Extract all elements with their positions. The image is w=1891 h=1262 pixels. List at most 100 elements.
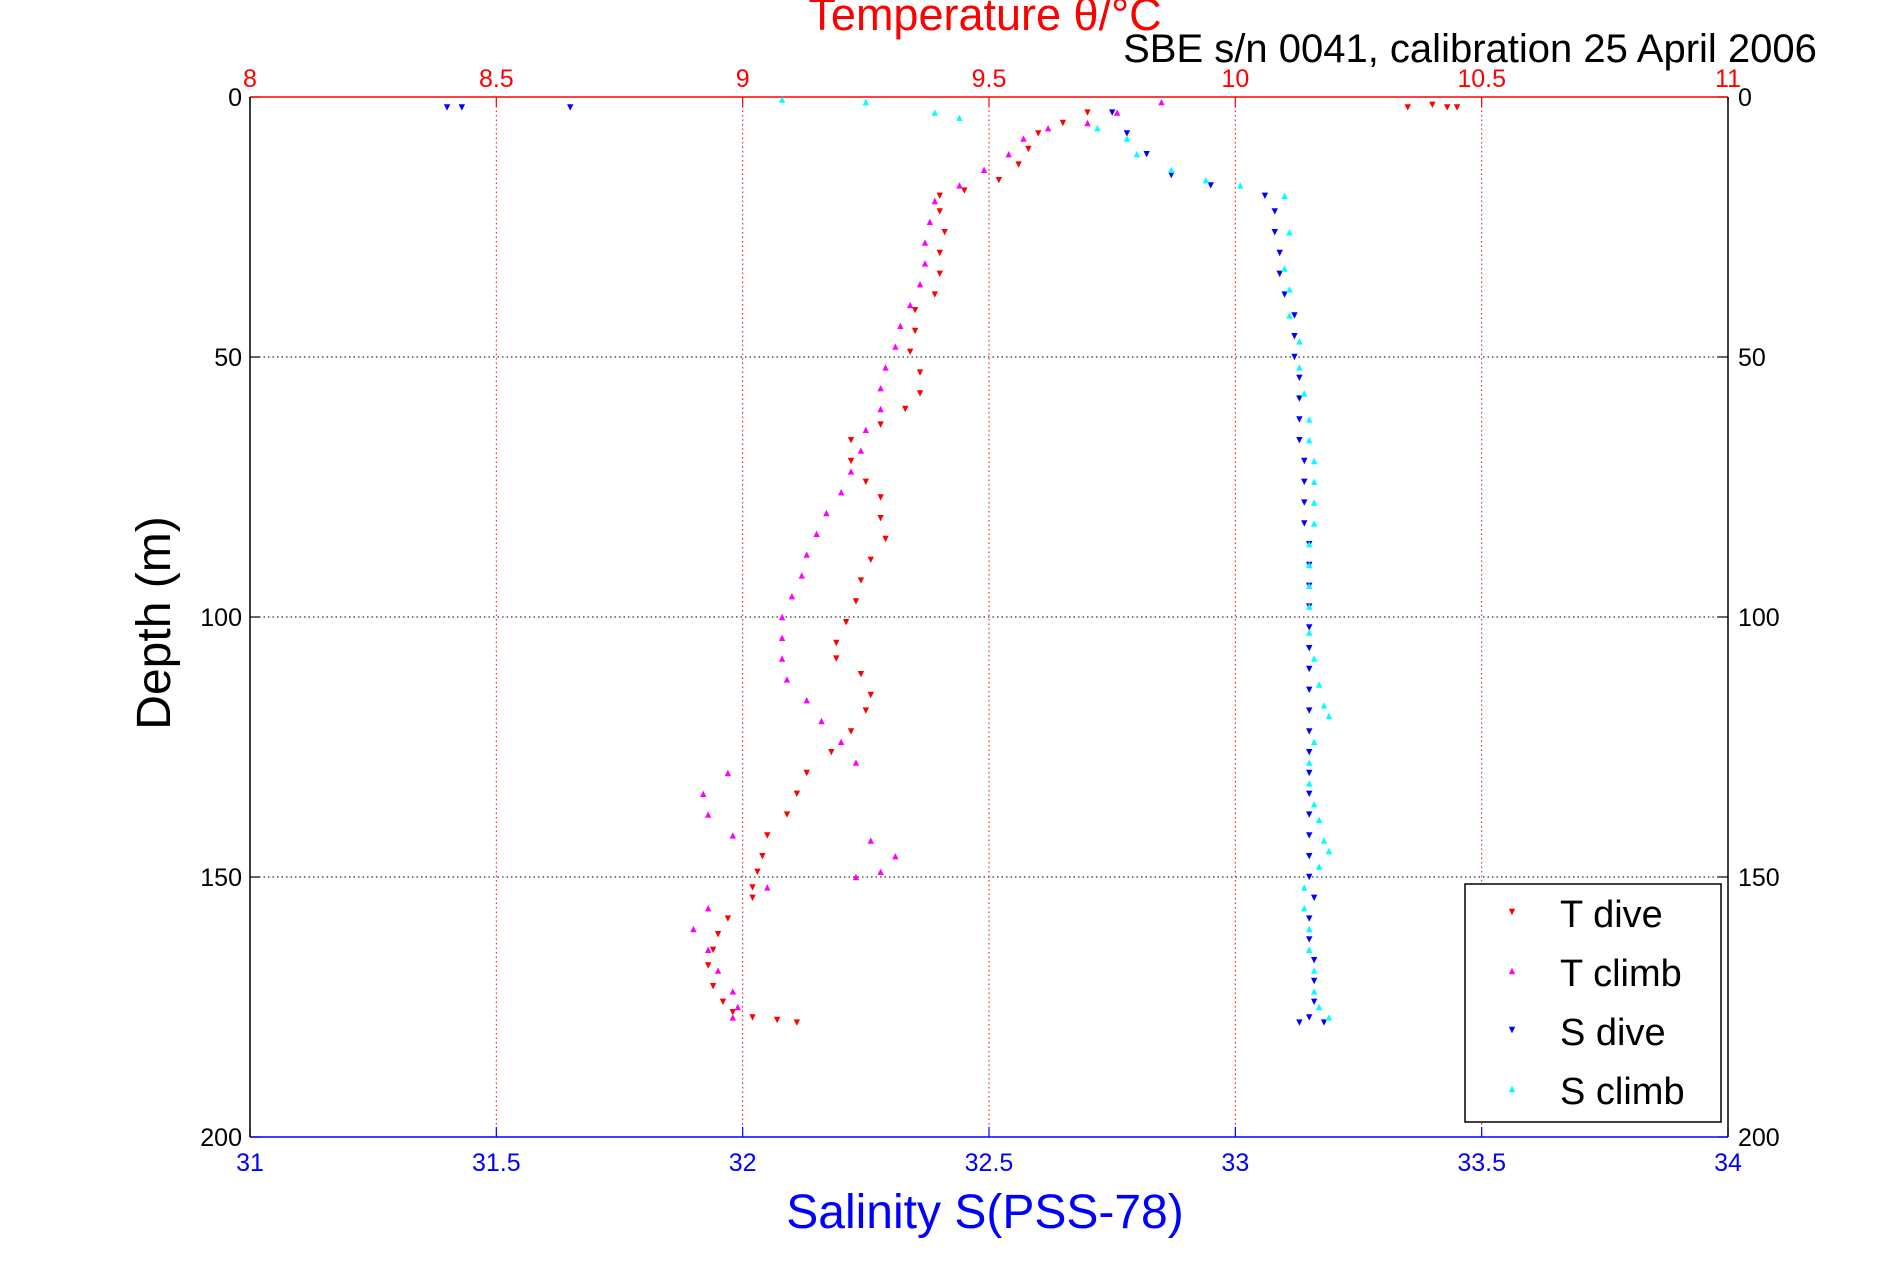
data-point — [911, 307, 919, 314]
data-point — [892, 853, 899, 860]
data-point — [1306, 936, 1313, 943]
data-point — [852, 759, 860, 766]
data-point — [729, 1014, 737, 1021]
data-point — [724, 769, 732, 777]
data-point — [764, 832, 771, 839]
data-point — [882, 364, 889, 371]
data-point — [916, 369, 924, 376]
data-point — [1310, 998, 1318, 1005]
data-point — [1296, 416, 1303, 423]
depth-tick-label-left: 200 — [200, 1124, 242, 1152]
data-point — [1301, 457, 1308, 465]
series-s-dive — [443, 104, 1328, 1026]
data-point — [1237, 182, 1244, 189]
data-point — [818, 717, 825, 725]
data-point — [709, 983, 717, 990]
data-point — [1325, 712, 1333, 719]
data-point — [931, 291, 939, 298]
data-point — [857, 447, 865, 454]
data-point — [911, 327, 919, 335]
data-point — [1123, 130, 1131, 137]
x-axis-label: Salinity S(PSS-78) — [786, 1186, 1183, 1239]
data-point — [458, 104, 466, 111]
legend-label: S dive — [1560, 1012, 1666, 1054]
data-point — [1315, 1003, 1323, 1011]
data-point — [867, 556, 874, 563]
data-point — [1453, 104, 1461, 111]
data-point — [1133, 151, 1140, 158]
data-point — [1310, 957, 1318, 964]
data-point — [862, 707, 870, 714]
data-point — [1310, 988, 1318, 995]
data-point — [941, 229, 948, 236]
data-point — [1301, 499, 1308, 506]
salinity-tick-label: 33.5 — [1457, 1149, 1506, 1177]
data-point — [783, 811, 791, 818]
data-point — [1276, 249, 1283, 257]
data-point — [995, 177, 1003, 184]
data-point — [1306, 603, 1313, 610]
data-point — [729, 1009, 737, 1016]
data-point — [857, 577, 865, 584]
legend-marker — [1508, 908, 1516, 916]
data-point — [931, 197, 939, 205]
data-point — [1301, 390, 1308, 397]
data-point — [847, 728, 855, 735]
data-point — [1113, 109, 1121, 116]
data-point — [1158, 99, 1165, 106]
data-point — [1281, 192, 1288, 199]
data-point — [1301, 478, 1308, 485]
depth-tick-label-right: 200 — [1738, 1124, 1780, 1152]
data-point — [862, 426, 870, 433]
data-point — [1320, 702, 1328, 709]
data-point — [1271, 208, 1278, 215]
data-point — [897, 322, 904, 329]
data-point — [1276, 270, 1283, 277]
data-point — [704, 962, 712, 969]
salinity-tick-label: 33 — [1221, 1149, 1249, 1177]
data-point — [704, 811, 712, 818]
legend-marker — [1508, 1026, 1516, 1034]
salinity-tick-label: 32.5 — [965, 1149, 1014, 1177]
data-point — [916, 281, 924, 288]
data-point — [1315, 863, 1323, 870]
data-point — [734, 1003, 741, 1011]
data-point — [1306, 780, 1313, 787]
data-point — [1296, 338, 1303, 345]
data-point — [1306, 832, 1313, 839]
series-t-climb — [690, 99, 1165, 1021]
data-point — [1310, 801, 1318, 808]
data-point — [1291, 353, 1298, 361]
data-point — [778, 655, 786, 662]
data-point — [1310, 738, 1318, 745]
data-point — [867, 691, 874, 699]
data-point — [1306, 437, 1313, 444]
data-point — [567, 104, 574, 111]
data-point — [1296, 364, 1303, 371]
data-point — [833, 639, 840, 647]
data-point — [773, 1016, 781, 1024]
data-point — [882, 535, 889, 543]
data-point — [828, 749, 835, 756]
data-point — [1404, 104, 1411, 111]
data-point — [1306, 582, 1313, 589]
data-point — [936, 208, 943, 215]
data-point — [1168, 171, 1175, 179]
legend: T dive T climb S dive S climb — [1464, 883, 1722, 1123]
data-point — [1306, 645, 1313, 652]
data-point — [719, 998, 727, 1005]
data-point — [852, 873, 860, 881]
data-point — [980, 166, 988, 173]
data-point — [1325, 1014, 1333, 1021]
data-point — [714, 967, 722, 974]
tick-labels: 8 8.5 9 9.5 10 10.5 11 31 31.5 32 32.5 33 33.5 34 0 0 50… — [200, 65, 1779, 1177]
data-point — [1310, 894, 1318, 901]
temperature-tick-label: 11 — [1715, 65, 1741, 93]
data-point — [1306, 686, 1313, 693]
data-point — [956, 182, 963, 189]
legend-label: T climb — [1560, 953, 1682, 995]
data-point — [1310, 478, 1318, 485]
depth-tick-label-right: 150 — [1738, 864, 1780, 892]
data-point — [788, 593, 796, 600]
data-point — [842, 619, 850, 626]
